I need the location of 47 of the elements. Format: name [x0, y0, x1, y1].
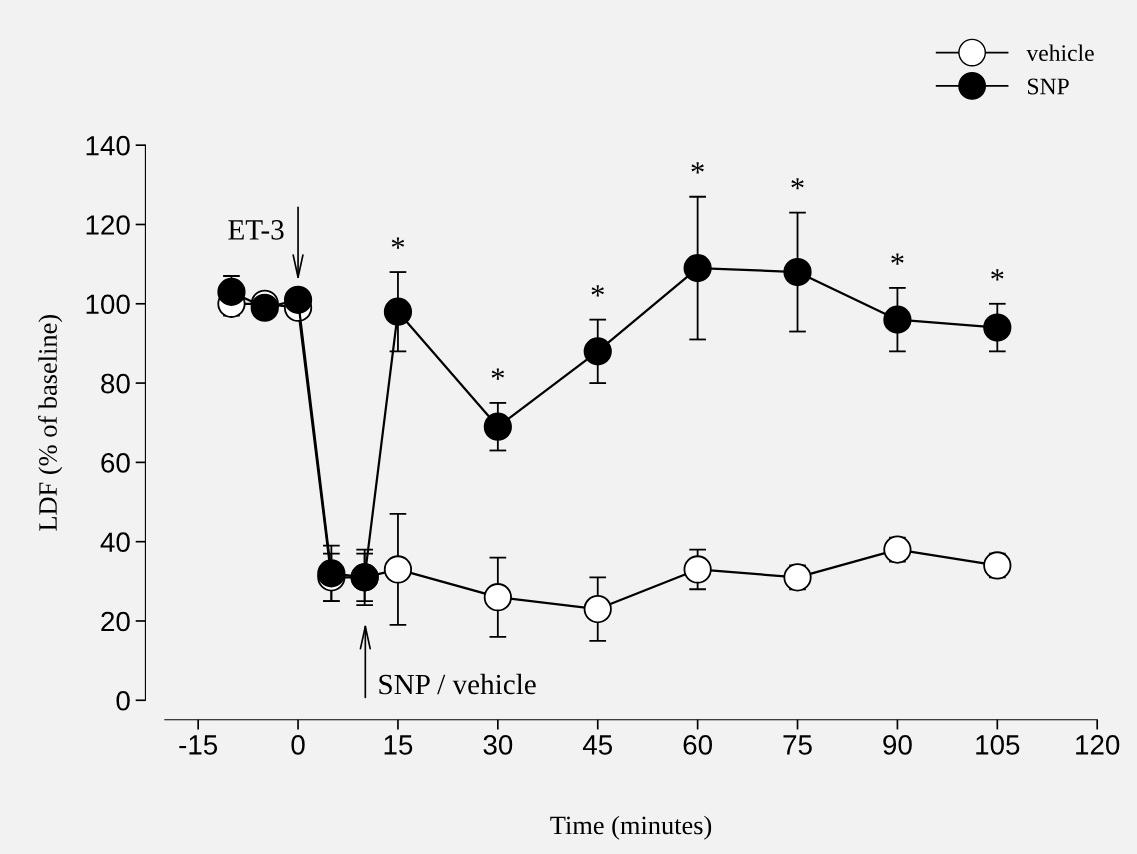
x-tick-label: 90 — [883, 735, 912, 755]
annotation: * — [491, 368, 505, 380]
annotation: ET-3 — [228, 220, 284, 240]
y-tick-label: 140 — [86, 135, 130, 156]
point — [883, 305, 912, 334]
x-tick-label: 105 — [976, 735, 1020, 755]
point — [683, 555, 712, 584]
y-tick-label: 60 — [101, 453, 130, 473]
point — [283, 285, 313, 314]
y-tick-label: 100 — [86, 294, 130, 315]
point — [883, 535, 912, 564]
point — [583, 594, 612, 624]
point — [983, 313, 1012, 342]
annotation: * — [991, 269, 1004, 281]
legend-label: SNP — [1028, 78, 1069, 95]
x-tick-label: 45 — [582, 735, 613, 755]
annotation: * — [591, 285, 604, 297]
legend-label: vehicle — [1026, 44, 1094, 62]
annotation: * — [791, 178, 804, 190]
x-tick-label: 120 — [1076, 735, 1120, 755]
point — [217, 277, 246, 306]
point — [383, 297, 413, 326]
point — [383, 555, 413, 584]
x-tick-label: 75 — [783, 735, 812, 755]
y-tick-label: 40 — [100, 532, 130, 553]
annotation: * — [891, 253, 904, 265]
annotation: * — [391, 237, 405, 249]
x-tick-label: -15 — [179, 735, 218, 755]
x-tick-label: 30 — [483, 735, 513, 755]
point — [683, 253, 712, 283]
point — [483, 583, 512, 612]
y-axis-title: LDF (% of baseline) — [38, 315, 63, 531]
point — [983, 551, 1012, 580]
point — [783, 563, 812, 592]
x-tick-label: 0 — [291, 735, 305, 755]
point — [583, 337, 612, 366]
y-tick-label: 0 — [116, 690, 130, 711]
annotation: * — [691, 162, 704, 174]
y-tick-label: 20 — [101, 611, 130, 632]
point — [783, 257, 812, 287]
x-tick-label: 15 — [384, 735, 413, 755]
point — [483, 412, 512, 441]
y-tick-label: 80 — [101, 373, 130, 394]
y-tick-label: 120 — [86, 215, 130, 235]
x-axis-title: Time (minutes) — [550, 815, 712, 840]
x-tick-label: 60 — [683, 735, 712, 755]
annotation: SNP / vehicle — [379, 673, 536, 695]
